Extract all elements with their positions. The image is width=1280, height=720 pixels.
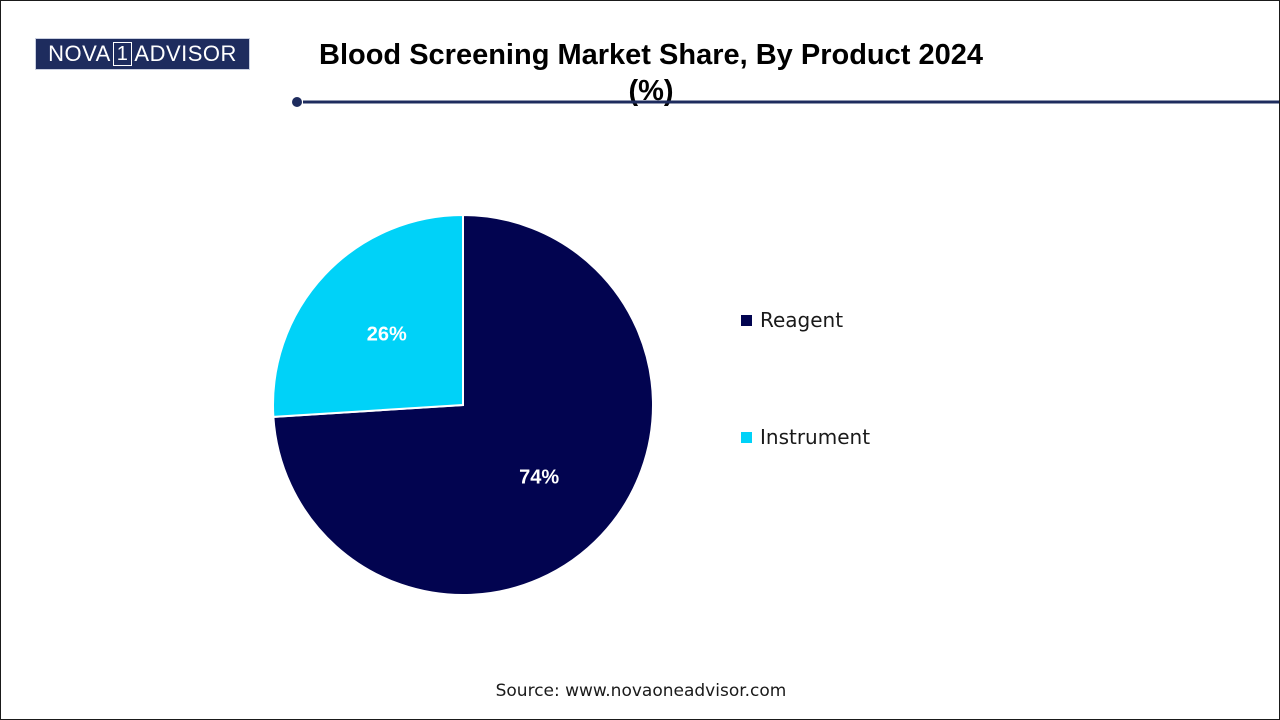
legend-item-reagent: Reagent xyxy=(741,308,843,332)
source-note: Source: www.novaoneadvisor.com xyxy=(495,681,787,701)
legend-swatch-instrument xyxy=(741,431,752,443)
logo-text-advisor: ADVISOR xyxy=(134,41,237,66)
logo-text-nova: NOVA xyxy=(48,41,111,66)
title-underline xyxy=(292,97,1279,107)
data-label-reagent: 74% xyxy=(519,467,559,489)
legend-swatch-reagent xyxy=(741,314,752,326)
logo-text-one: 1 xyxy=(112,42,133,66)
legend-item-instrument: Instrument xyxy=(741,425,870,449)
pie-slice-instrument xyxy=(272,213,464,418)
legend-label-reagent: Reagent xyxy=(760,308,844,332)
data-label-instrument: 26% xyxy=(367,323,407,345)
brand-logo: NOVA 1 ADVISOR xyxy=(35,38,250,70)
legend-label-instrument: Instrument xyxy=(760,425,871,449)
chart-title: Blood Screening Market Share, By Product… xyxy=(319,39,983,107)
underline-dot xyxy=(292,97,302,107)
